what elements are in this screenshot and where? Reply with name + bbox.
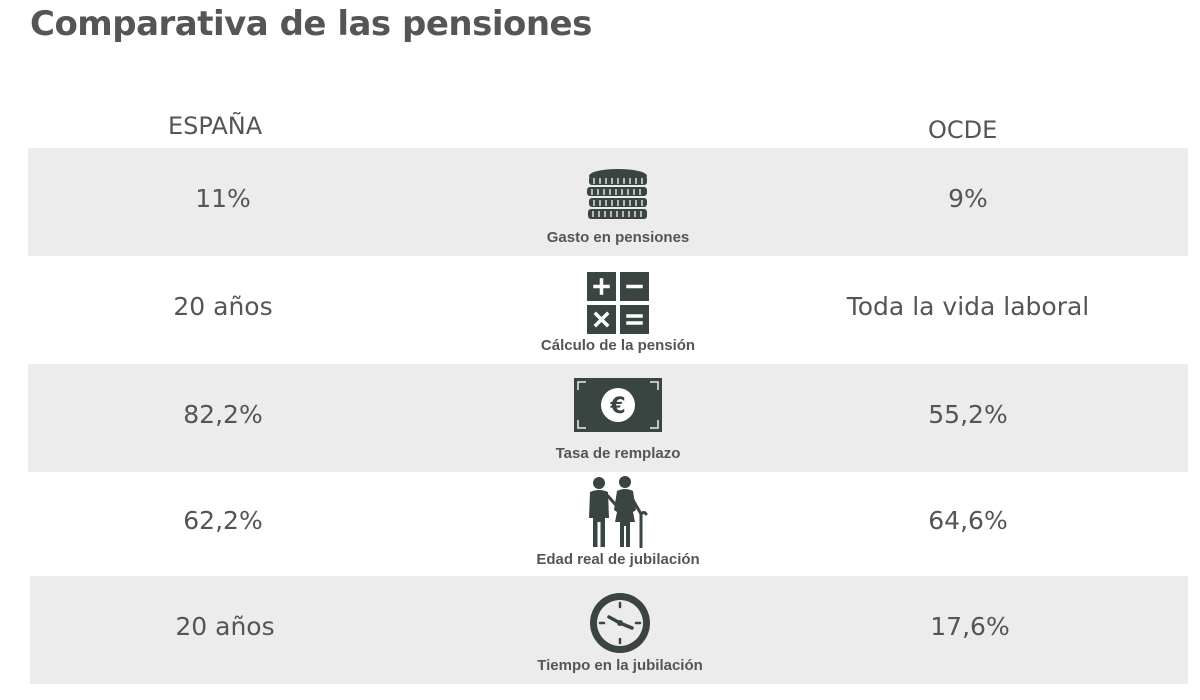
comparison-row-time-retired: 20 años Tiempo en la jubilación 17,6% [30,576,1188,684]
comparison-row-replacement: 82,2% € Tasa de remplazo 55,2% [28,364,1188,472]
comparison-row-spending: 11% Gasto en pensiones 9% [28,148,1188,256]
elderly-couple-icon [581,474,655,548]
svg-text:€: € [609,394,625,419]
clock-icon [587,590,653,656]
indicator: Tiempo en la jubilación [470,576,770,684]
coins-stack-icon [586,168,650,224]
comparison-row-calculation: 20 años Cálculo de la pensión Toda la vi [28,256,1188,364]
indicator-label: Tiempo en la jubilación [537,657,703,674]
indicator: Edad real de jubilación [468,470,768,578]
oecd-value: 64,6% [928,505,1008,535]
indicator: € Tasa de remplazo [468,364,768,472]
oecd-value: Toda la vida laboral [846,291,1090,321]
oecd-value: 9% [948,183,988,213]
indicator-label: Edad real de jubilación [536,551,700,568]
indicator-label: Tasa de remplazo [555,445,681,462]
spain-value: 82,2% [183,399,263,429]
euro-banknote-icon: € [574,378,662,432]
indicator-label: Cálculo de la pensión [540,337,696,354]
comparison-row-retirement-age: 62,2% Edad real de jubilación [28,470,1188,578]
spain-value: 62,2% [183,505,263,535]
column-header-oecd: OCDE [928,116,998,144]
spain-value: 20 años [175,611,275,641]
spain-value: 11% [195,183,251,213]
column-header-spain: ESPAÑA [168,112,263,140]
calculator-icon [587,272,649,334]
spain-value: 20 años [173,291,273,321]
oecd-value: 55,2% [928,399,1008,429]
page-title: Comparativa de las pensiones [30,4,592,44]
indicator: Cálculo de la pensión [468,256,768,364]
oecd-value: 17,6% [930,611,1010,641]
indicator: Gasto en pensiones [468,148,768,256]
indicator-label: Gasto en pensiones [546,229,690,246]
